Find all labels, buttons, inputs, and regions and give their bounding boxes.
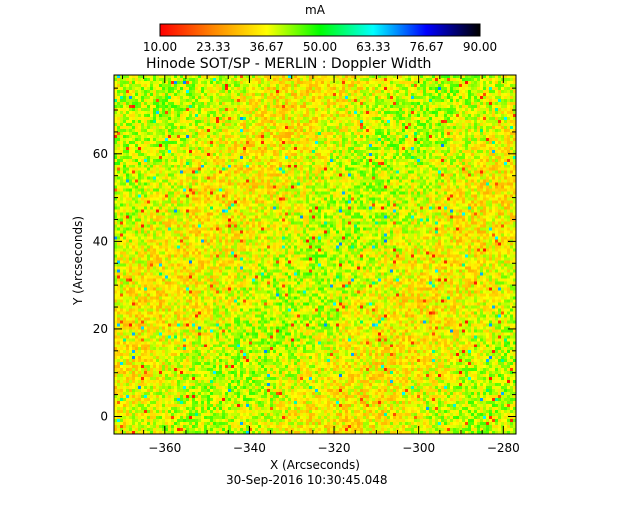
colorbar-tick-label: 10.00	[143, 40, 177, 54]
colorbar-frame	[159, 23, 481, 37]
timestamp-footer: 30-Sep-2016 10:30:45.048	[226, 473, 388, 487]
x-tick-label: −340	[233, 441, 266, 455]
y-tick-label: 40	[93, 234, 108, 248]
x-tick-label: −320	[318, 441, 351, 455]
x-tick-label: −300	[402, 441, 435, 455]
colorbar-tick-label: 90.00	[463, 40, 497, 54]
colorbar-tick-label: 63.33	[356, 40, 390, 54]
colorbar-tick-label: 50.00	[303, 40, 337, 54]
colorbar-unit: mA	[305, 3, 325, 17]
doppler-width-heatmap	[114, 75, 516, 434]
x-tick-label: −280	[487, 441, 520, 455]
chart-title: Hinode SOT/SP - MERLIN : Doppler Width	[146, 56, 432, 72]
x-axis-label: X (Arcseconds)	[270, 458, 360, 472]
colorbar-tick-label: 23.33	[196, 40, 230, 54]
plot-frame	[113, 74, 517, 435]
x-tick-label: −360	[148, 441, 181, 455]
y-tick-label: 0	[100, 409, 108, 423]
y-tick-label: 60	[93, 147, 108, 161]
colorbar	[160, 24, 480, 36]
y-tick-label: 20	[93, 322, 108, 336]
colorbar-tick-label: 36.67	[249, 40, 283, 54]
colorbar-tick-label: 76.67	[409, 40, 443, 54]
